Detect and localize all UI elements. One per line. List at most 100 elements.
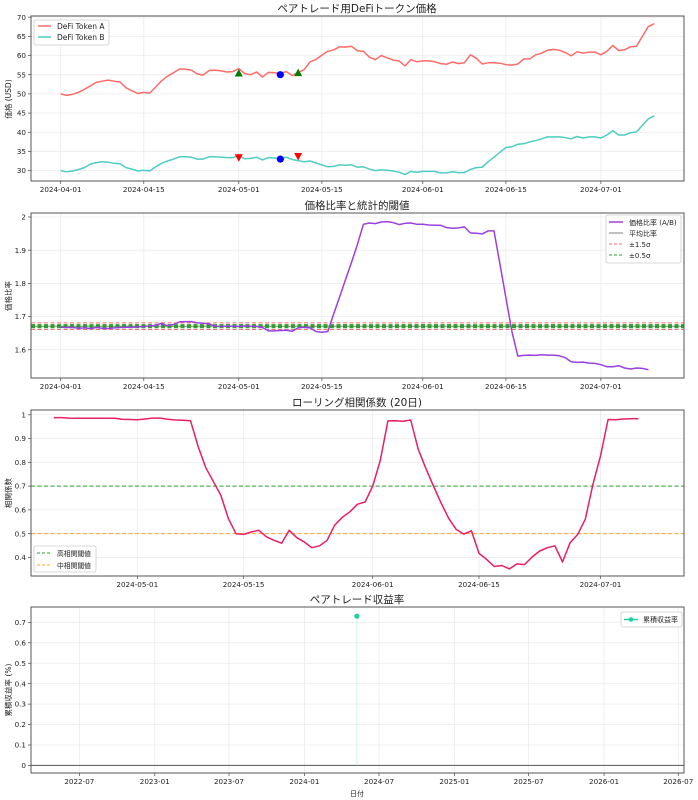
x-tick-label: 2024-04-15 (123, 185, 165, 194)
x-tick-label: 2024-04-01 (40, 185, 82, 194)
y-tick-label: 0.3 (15, 700, 26, 709)
x-tick-label: 2025-01 (439, 777, 469, 786)
y-tick-label: 0.7 (15, 482, 26, 491)
y-tick-label: 0.9 (15, 434, 27, 443)
x-tick-label: 2024-07-01 (580, 382, 622, 391)
y-tick-label: 0.5 (15, 529, 26, 538)
legend-token-a: DeFi Token A (57, 22, 105, 31)
price-chart-legend: DeFi Token A DeFi Token B (33, 19, 110, 46)
exit-marker-icon (276, 155, 284, 163)
x-tick-label: 2024-06-01 (402, 185, 444, 194)
correlation-chart-legend: 高相関閾値 中相関閾値 (33, 545, 97, 573)
legend-mid-corr: 中相関閾値 (57, 561, 91, 570)
correlation-chart: ローリング相関係数 (20日) 相関係数 0.4 0.5 0.6 0.7 0.8 0.9 1… (3, 396, 685, 589)
y-tick-label: 1.6 (15, 345, 27, 354)
x-tick-label: 2023-07 (214, 777, 244, 786)
returns-chart-title: ペアトレード収益率 (310, 593, 405, 606)
price-chart-ylabel: 価格 (USD) (3, 79, 13, 118)
legend-high-corr: 高相関閾値 (57, 549, 91, 558)
x-tick-label: 2022-07 (64, 777, 94, 786)
x-tick-label: 2024-07-01 (580, 185, 622, 194)
y-tick-label: 1 (21, 410, 26, 419)
y-tick-label: 40 (17, 128, 27, 137)
series-line (60, 115, 655, 176)
correlation-chart-title: ローリング相関係数 (20日) (292, 396, 422, 409)
legend-cumulative: 累積収益率 (643, 615, 678, 624)
x-tick-label: 2024-05-15 (223, 580, 265, 589)
y-tick-label: 45 (17, 109, 26, 118)
y-tick-label: 0.1 (15, 741, 26, 750)
series-line (60, 23, 655, 97)
x-tick-label: 2024-04-15 (123, 382, 165, 391)
x-tick-label: 2024-07-01 (580, 580, 622, 589)
y-tick-label: 35 (17, 147, 26, 156)
x-tick-label: 2024-05-15 (301, 185, 343, 194)
x-tick-label: 2023-01 (140, 777, 170, 786)
y-tick-label: 0.4 (15, 679, 27, 688)
x-tick-label: 2024-05-15 (301, 382, 343, 391)
long-entry-marker-icon (234, 69, 243, 77)
ratio-chart-ylabel: 価格比率 (3, 281, 13, 311)
y-tick-label: 1.7 (15, 312, 26, 321)
x-tick-label: 2024-06-15 (485, 382, 527, 391)
grid: 0.4 0.5 0.6 0.7 0.8 0.9 1 2024-05-01 2024-05-15 2… (15, 410, 684, 589)
y-tick-label: 0.6 (15, 505, 27, 514)
y-tick-label: 0.5 (15, 659, 26, 668)
legend-mean: 平均比率 (629, 229, 657, 238)
return-point (354, 613, 360, 619)
x-tick-label: 2024-06-15 (458, 580, 500, 589)
series-line (53, 416, 639, 570)
short-entry-marker-icon (234, 154, 243, 162)
x-tick-label: 2024-05-01 (116, 580, 158, 589)
returns-chart-ylabel: 累積収益率 (%) (3, 664, 13, 717)
x-tick-label: 2024-07 (364, 777, 394, 786)
price-chart: ペアトレード用DeFiトークン価格 価格 (USD) 30 35 40 45 50 55 6… (3, 2, 685, 194)
ratio-chart: 価格比率と統計的閾値 価格比率 1.6 1.7 1.8 1.9 2 2024-04-01 2… (3, 199, 685, 391)
x-tick-label: 2024-05-01 (218, 382, 260, 391)
price-chart-title: ペアトレード用DeFiトークン価格 (277, 2, 437, 15)
y-tick-label: 1.9 (15, 246, 27, 255)
x-tick-label: 2024-06-01 (352, 580, 394, 589)
y-tick-label: 0.8 (15, 458, 27, 467)
axes-frame (30, 15, 685, 182)
y-tick-label: 50 (17, 89, 27, 98)
grid: 30 35 40 45 50 55 60 65 70 2024-04-01 2024-04-15 20… (17, 13, 684, 194)
legend-token-b: DeFi Token B (57, 33, 105, 42)
y-tick-label: 65 (17, 32, 26, 41)
x-tick-label: 2024-05-01 (218, 185, 260, 194)
x-tick-label: 2026-01 (589, 777, 619, 786)
y-tick-label: 0 (21, 761, 26, 770)
x-tick-label: 2024-06-01 (402, 382, 444, 391)
legend-ratio: 価格比率 (A/B) (629, 218, 677, 227)
axes-frame (30, 212, 685, 379)
y-tick-label: 0.4 (15, 553, 27, 562)
x-tick-label: 2025-07 (514, 777, 544, 786)
x-tick-label: 2026-07 (663, 777, 693, 786)
legend-1-5-sigma: ±1.5σ (629, 241, 651, 249)
x-tick-label: 2024-06-15 (485, 185, 527, 194)
grid: 0 0.1 0.2 0.3 0.4 0.5 0.6 0.7 2022-07 2023-01 2023… (15, 607, 693, 786)
axes-frame (30, 409, 685, 577)
y-tick-label: 2 (21, 213, 26, 222)
returns-chart: ペアトレード収益率 累積収益率 (%) 日付 00.10.20.30.40.50… (3, 593, 693, 798)
y-tick-label: 0.6 (15, 638, 27, 647)
y-tick-label: 30 (17, 166, 27, 175)
y-tick-label: 70 (17, 13, 27, 22)
y-tick-label: 0.2 (15, 720, 26, 729)
series-line (60, 220, 649, 371)
ratio-chart-legend: 価格比率 (A/B) 平均比率 ±1.5σ ±0.5σ (605, 214, 682, 264)
correlation-chart-ylabel: 相関係数 (3, 478, 13, 508)
returns-chart-xlabel: 日付 (350, 789, 364, 798)
y-tick-label: 60 (17, 51, 27, 60)
y-tick-label: 0.7 (15, 618, 26, 627)
short-entry-marker-icon (294, 153, 303, 161)
x-tick-label: 2024-04-01 (40, 382, 82, 391)
returns-chart-legend: 累積収益率 (620, 611, 683, 628)
axes-frame (30, 606, 685, 774)
legend-0-5-sigma: ±0.5σ (629, 252, 651, 260)
long-entry-marker-icon (294, 68, 303, 77)
ratio-chart-title: 価格比率と統計的閾値 (305, 199, 410, 212)
x-tick-label: 2024-01 (289, 777, 319, 786)
y-tick-label: 55 (17, 70, 26, 79)
